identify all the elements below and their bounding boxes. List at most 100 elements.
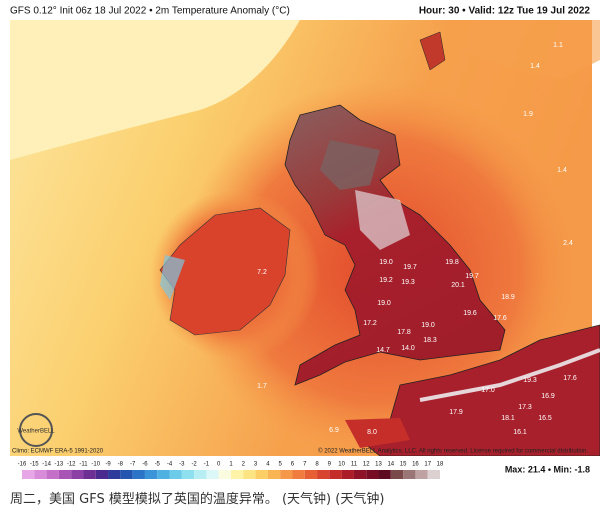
logo: WeatherBELL xyxy=(17,429,55,435)
map-value-label: 19.0 xyxy=(377,300,391,307)
colorbar-tick-label: 7 xyxy=(303,462,307,468)
copyright: © 2022 WeatherBELL Analytics, LLC. All r… xyxy=(318,448,588,455)
colorbar-swatch xyxy=(34,470,47,479)
colorbar-tick-label: -12 xyxy=(67,462,76,468)
colorbar-tick-label: 10 xyxy=(338,462,345,468)
colorbar-swatch xyxy=(267,470,281,479)
map-value-label: 17.3 xyxy=(518,404,532,411)
map-value-label: 14.0 xyxy=(401,345,415,352)
north-sea xyxy=(430,20,600,80)
colorbar-swatch xyxy=(108,470,121,479)
colorbar-tick-label: -14 xyxy=(42,462,51,468)
cool-sea xyxy=(10,20,300,160)
colorbar-tick-label: 0 xyxy=(217,462,221,468)
map-value-label: 17.0 xyxy=(481,387,495,394)
map-value-label: 16.5 xyxy=(538,415,552,422)
ireland-coast xyxy=(160,255,185,300)
colorbar-swatch xyxy=(194,470,207,479)
climo: Climo: ECMWF ERA-5 1991-2020 xyxy=(12,449,104,455)
colorbar-tick-label: -10 xyxy=(91,462,100,468)
colorbar-tick-label: 9 xyxy=(328,462,332,468)
colorbar-tick-label: -9 xyxy=(105,462,111,468)
map-value-label: 19.3 xyxy=(523,377,537,384)
map-value-label: 17.8 xyxy=(397,329,411,336)
colorbar-tick-label: 16 xyxy=(412,462,419,468)
colorbar-tick-label: -13 xyxy=(55,462,64,468)
map-value-label: 6.9 xyxy=(329,427,339,434)
colorbar-swatch xyxy=(292,470,305,479)
colorbar-swatch xyxy=(71,470,84,479)
colorbar-swatch xyxy=(243,470,256,479)
colorbar-swatch xyxy=(231,470,244,479)
colorbar-tick-label: 4 xyxy=(266,462,270,468)
map-value-label: 19.3 xyxy=(401,279,415,286)
colorbar-swatch xyxy=(341,470,354,479)
max-min: Max: 21.4 • Min: -1.8 xyxy=(505,464,590,474)
map-value-label: 2.4 xyxy=(563,240,573,247)
brittany xyxy=(345,418,410,448)
colorbar-swatch xyxy=(46,470,59,479)
map-value-label: 16.1 xyxy=(513,429,527,436)
colorbar-tick-label: 12 xyxy=(363,462,370,468)
pennines xyxy=(355,190,410,250)
colorbar-swatch xyxy=(58,470,72,479)
colorbar: -16 -15 -14 -13 -12 -11 -10 -9 -8 -7 -6 -5 -4 -3 -2 -1 0… xyxy=(18,462,444,479)
colorbar-swatch xyxy=(378,470,391,479)
map-panel: GFS 0.12° Init 06z 18 Jul 2022 • 2m Temp… xyxy=(10,5,600,479)
colorbar-tick-label: 11 xyxy=(351,462,358,468)
map-value-label: 7.2 xyxy=(257,269,267,276)
colorbar-tick-label: 15 xyxy=(400,462,407,468)
colorbar-swatch xyxy=(218,470,231,479)
colorbar-tick-label: 5 xyxy=(279,462,283,468)
colorbar-tick-label: -5 xyxy=(155,462,161,468)
colorbar-swatch xyxy=(403,470,416,479)
header-title: GFS 0.12° Init 06z 18 Jul 2022 • 2m Temp… xyxy=(10,6,290,17)
map-value-label: 19.7 xyxy=(465,273,479,280)
colorbar-tick-label: -6 xyxy=(142,462,148,468)
colorbar-swatch xyxy=(329,470,342,479)
colorbar-tick-label: 14 xyxy=(387,462,394,468)
map-value-label: 1.9 xyxy=(523,111,533,118)
colorbar-swatch xyxy=(317,470,330,479)
map-value-label: 1.4 xyxy=(530,63,540,70)
map-value-label: 1.4 xyxy=(557,167,567,174)
colorbar-swatch xyxy=(83,470,96,479)
colorbar-tick-label: -15 xyxy=(30,462,39,468)
map-value-label: 18.9 xyxy=(501,294,515,301)
colorbar-swatch xyxy=(353,470,367,479)
colorbar-swatch xyxy=(280,470,293,479)
logo-ring xyxy=(19,413,53,447)
coast-band xyxy=(419,348,600,402)
colorbar-tick-label: -2 xyxy=(191,462,197,468)
map-value-label: 19.0 xyxy=(421,322,435,329)
colorbar-swatch xyxy=(169,470,182,479)
map-value-label: 19.7 xyxy=(403,264,417,271)
map-value-label: 19.8 xyxy=(445,259,459,266)
colorbar-tick-label: -3 xyxy=(179,462,185,468)
map-value-label: 8.0 xyxy=(367,429,377,436)
map-value-label: 18.3 xyxy=(423,337,437,344)
colorbar-tick-label: -8 xyxy=(118,462,124,468)
scotland-highlands xyxy=(320,140,380,190)
map-value-label: 19.0 xyxy=(379,259,393,266)
map-value-label: 20.1 xyxy=(451,282,465,289)
map-value-label: 17.6 xyxy=(493,315,507,322)
map-value-label: 17.6 xyxy=(563,375,577,382)
colorbar-swatch xyxy=(144,470,158,479)
caption: 周二，美国 GFS 模型模拟了英国的温度异常。 (天气钟) (天气钟) xyxy=(10,492,385,507)
colorbar-tick-label: -7 xyxy=(130,462,136,468)
colorbar-swatch xyxy=(255,470,268,479)
map-labels: 1.1 1.4 1.9 1.4 2.4 7.2 19.0 19.7 19.8 19.2 19.3 20… xyxy=(257,42,577,436)
colorbar-swatch xyxy=(304,470,318,479)
colorbar-tick-label: -16 xyxy=(18,462,27,468)
map-value-label: 16.9 xyxy=(541,393,555,400)
colorbar-swatch xyxy=(120,470,133,479)
shetland xyxy=(419,31,446,71)
colorbar-swatch xyxy=(390,470,404,479)
colorbar-tick-label: 1 xyxy=(229,462,233,468)
colorbar-swatch xyxy=(206,470,219,479)
map-value-label: 17.9 xyxy=(449,409,463,416)
map-value-label: 18.1 xyxy=(501,415,515,422)
map-value-label: 19.2 xyxy=(379,277,393,284)
